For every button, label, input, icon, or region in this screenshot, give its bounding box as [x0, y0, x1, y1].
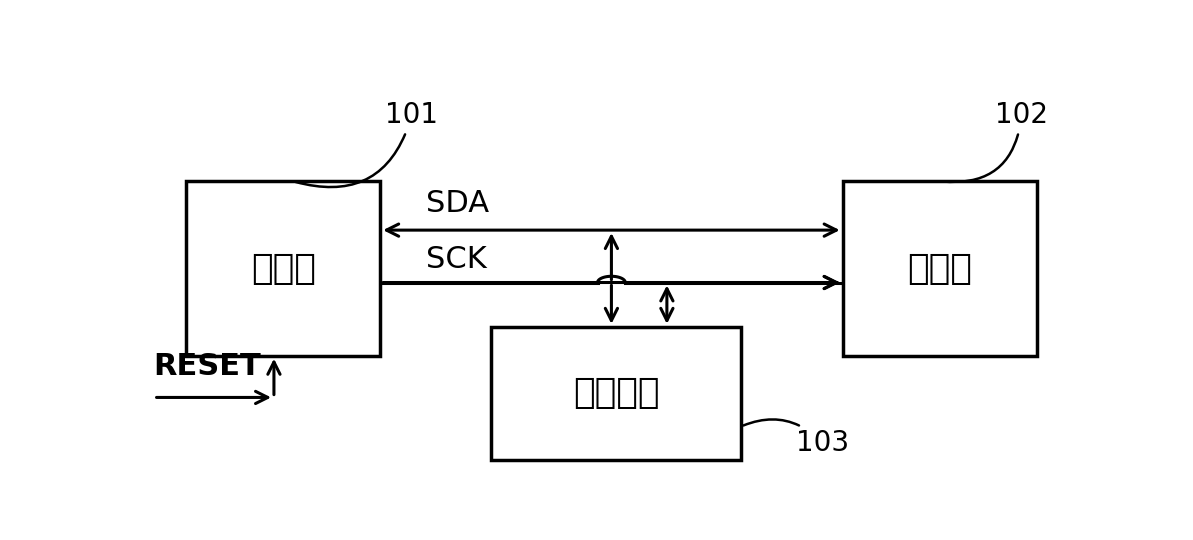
Text: 103: 103	[743, 420, 849, 457]
Text: SCK: SCK	[427, 245, 487, 274]
Bar	[186, 181, 381, 356]
Text: 监控设备: 监控设备	[573, 376, 660, 410]
Text: 101: 101	[296, 101, 438, 187]
Bar	[842, 181, 1037, 356]
Text: SDA: SDA	[427, 188, 489, 218]
Text: RESET: RESET	[154, 352, 261, 381]
Text: 从设备: 从设备	[907, 252, 972, 286]
Text: 主设备: 主设备	[251, 252, 316, 286]
Bar	[492, 327, 741, 460]
Text: 102: 102	[942, 101, 1049, 182]
